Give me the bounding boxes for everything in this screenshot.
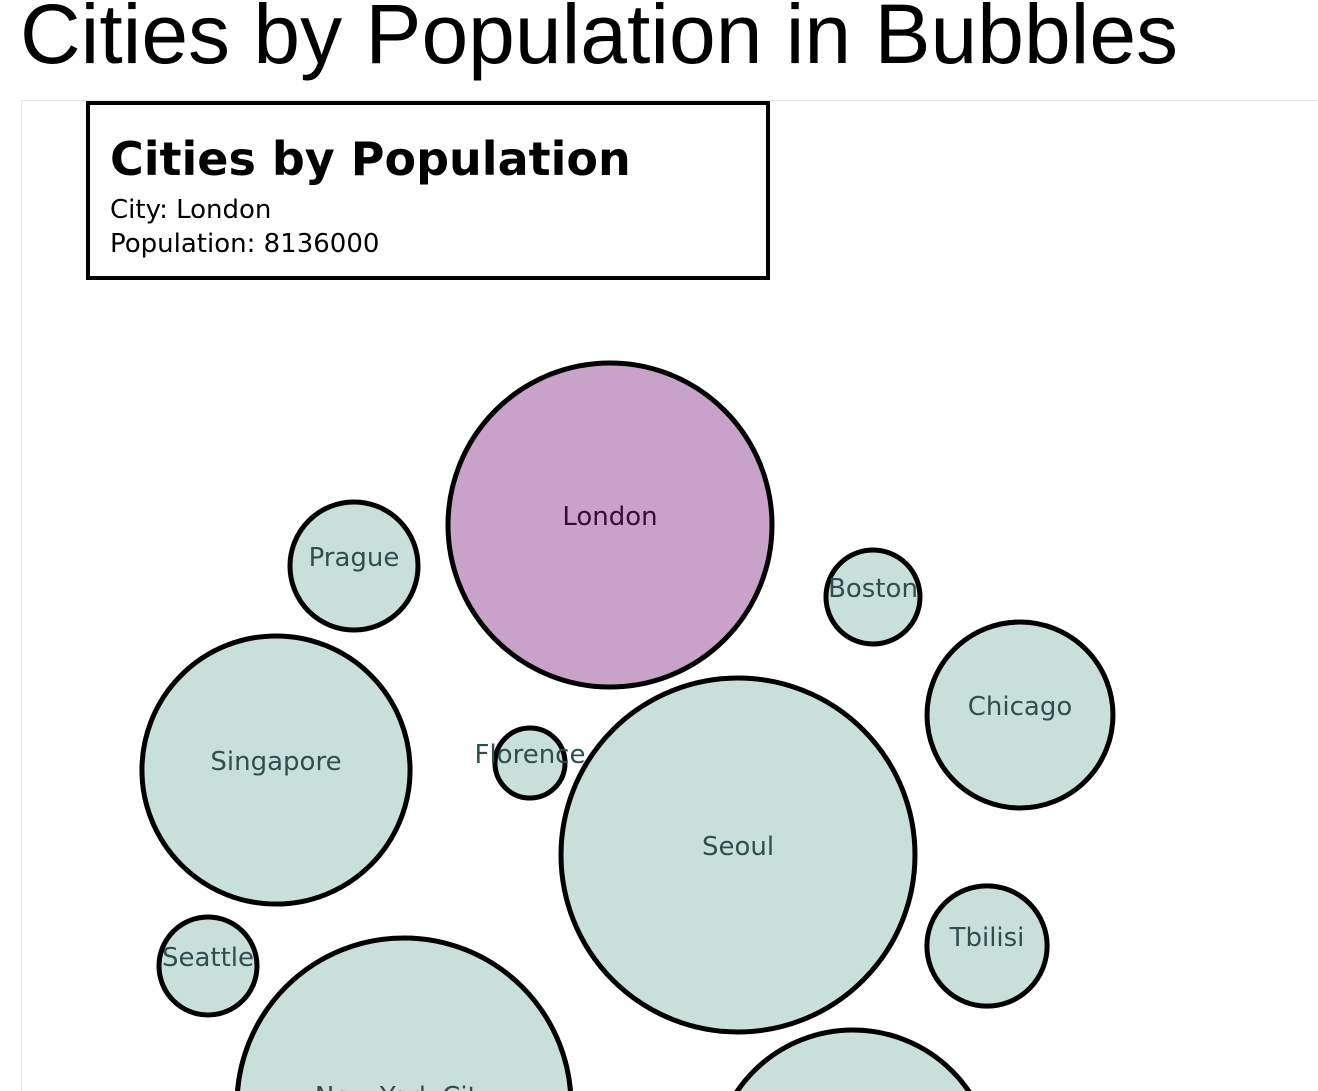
- tooltip-city-label: City:: [110, 195, 168, 225]
- bubble-label: Tbilisi: [949, 923, 1025, 953]
- bubble-label: Boston: [828, 574, 918, 604]
- tooltip-population: Population: 8136000: [110, 229, 379, 259]
- bubble-label: Chicago: [968, 692, 1073, 722]
- bubble[interactable]: [445, 360, 775, 690]
- bubble-label: New York City: [315, 1082, 493, 1091]
- tooltip-city-value: London: [176, 195, 271, 225]
- tooltip-population-label: Population:: [110, 229, 255, 259]
- chart-title: Cities by Population: [110, 132, 631, 186]
- bubble-label: Prague: [309, 543, 400, 573]
- bubble[interactable]: [924, 883, 1050, 1009]
- bubble-label: Florence: [475, 740, 586, 770]
- bubble-label: Singapore: [210, 747, 341, 777]
- bubble[interactable]: [156, 914, 260, 1018]
- bubble-label: Seattle: [162, 943, 254, 973]
- tooltip-box: [86, 101, 770, 280]
- bubble[interactable]: [823, 547, 923, 647]
- bubble[interactable]: [287, 499, 421, 633]
- page-title: Cities by Population in Bubbles: [20, 0, 1179, 81]
- bubble[interactable]: [139, 633, 413, 907]
- bubble-label: London: [562, 502, 657, 532]
- tooltip-city: City: London: [110, 195, 271, 225]
- chart-frame: [21, 100, 1318, 1091]
- bubble[interactable]: [558, 675, 918, 1035]
- bubble[interactable]: [492, 725, 568, 801]
- tooltip-population-value: 8136000: [264, 229, 380, 259]
- bubble-label: Seoul: [702, 832, 774, 862]
- bubble[interactable]: [924, 619, 1116, 811]
- bubble[interactable]: [235, 935, 573, 1091]
- bubble[interactable]: [713, 1027, 993, 1091]
